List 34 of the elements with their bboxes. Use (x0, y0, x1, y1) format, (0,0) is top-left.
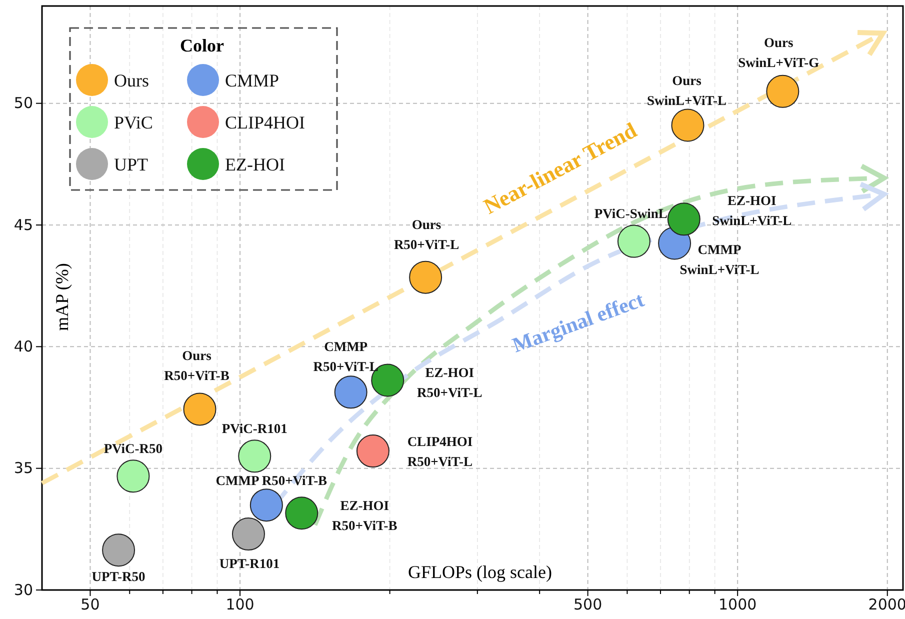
annotation: PViC-R50 (104, 440, 163, 456)
annotation: Ours SwinL+ViT-L (646, 72, 726, 108)
annotation: PViC-R101 (222, 420, 288, 436)
annotation: PViC-SwinL (594, 206, 668, 222)
y-tick-label: 45 (14, 216, 33, 234)
y-tick-label: 30 (14, 580, 33, 599)
annotation: CLIP4HOI R50+ViT-L (407, 434, 473, 469)
annotation: EZ-HOI R50+ViT-B (332, 498, 398, 533)
y-tick-label: 35 (14, 459, 33, 478)
legend-label: CLIP4HOI (225, 112, 306, 132)
legend-label: UPT (114, 154, 148, 174)
annotation: UPT-R50 (92, 568, 146, 584)
x-tick-label: 1000 (718, 596, 757, 614)
legend-title: Color (180, 35, 224, 56)
annotation: CMMP SwinL+ViT-L (680, 242, 760, 277)
annotation: UPT-R101 (219, 556, 280, 571)
legend-label: CMMP (225, 70, 280, 90)
annotation: Ours R50+ViT-B (164, 348, 230, 383)
annotation: Ours SwinL+ViT-G (738, 35, 820, 70)
annotation: EZ-HOI SwinL+ViT-L (712, 192, 792, 228)
x-tick-label: 100 (226, 596, 254, 614)
y-tick-label: 40 (14, 337, 33, 356)
annotation: CMMP R50+ViT-B (216, 472, 328, 488)
x-tick-label: 500 (573, 596, 602, 614)
x-tick-label: 50 (80, 596, 100, 614)
annotation: CMMP R50+ViT-L (313, 338, 378, 374)
legend-label: EZ-HOI (225, 154, 285, 174)
annotation: Ours R50+ViT-L (394, 217, 460, 252)
y-tick-label: 50 (14, 94, 33, 112)
legend-label: Ours (114, 70, 149, 90)
x-axis-title: GFLOPs (log scale) (408, 562, 552, 582)
y-axis-title: mAP (%) (52, 263, 72, 331)
annotation: EZ-HOI R50+ViT-L (417, 364, 482, 400)
legend-label: PViC (114, 112, 153, 132)
